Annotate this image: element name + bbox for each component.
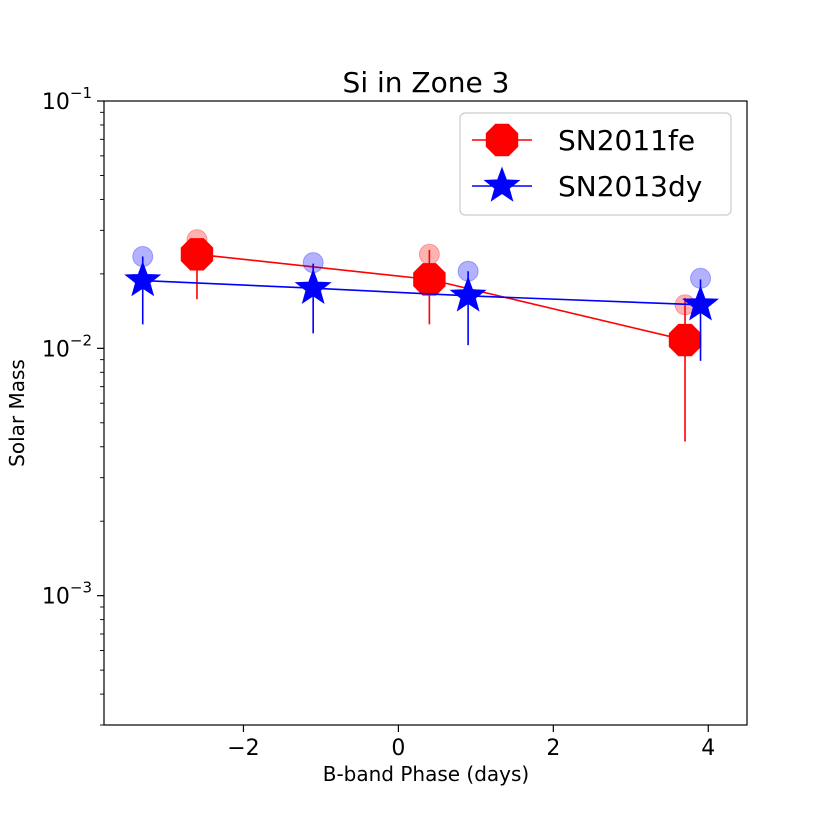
- y-tick-label: 10−3: [42, 579, 92, 610]
- y-tick-label: 10−1: [42, 84, 92, 115]
- x-axis-label: B-band Phase (days): [323, 762, 530, 786]
- legend-label: SN2011fe: [558, 124, 695, 157]
- x-tick-label: 0: [391, 736, 405, 761]
- y-tick-label: 10−2: [42, 331, 92, 362]
- plot-frame: [103, 100, 748, 726]
- plot-area: [124, 229, 720, 442]
- legend: SN2011fe SN2013dy: [459, 112, 732, 216]
- data-point: [682, 285, 720, 321]
- series-line: [142, 279, 701, 306]
- data-point: [668, 323, 702, 357]
- data-point: [180, 238, 214, 271]
- x-tick-label: 4: [701, 736, 715, 761]
- data-point: [294, 268, 332, 304]
- legend-marker: [483, 166, 521, 202]
- legend-marker: [485, 123, 519, 157]
- x-tick-label: −2: [227, 736, 259, 761]
- axes: −2 0 2 4 10−1 10−2 10−3: [42, 84, 715, 761]
- data-point: [124, 261, 162, 297]
- legend-label: SN2013dy: [558, 170, 702, 203]
- y-axis-label: Solar Mass: [5, 359, 29, 467]
- legend-box: [459, 112, 732, 216]
- data-point: [449, 276, 487, 312]
- data-point: [413, 263, 446, 296]
- chart-title: Si in Zone 3: [343, 66, 510, 99]
- x-tick-label: 2: [546, 736, 560, 761]
